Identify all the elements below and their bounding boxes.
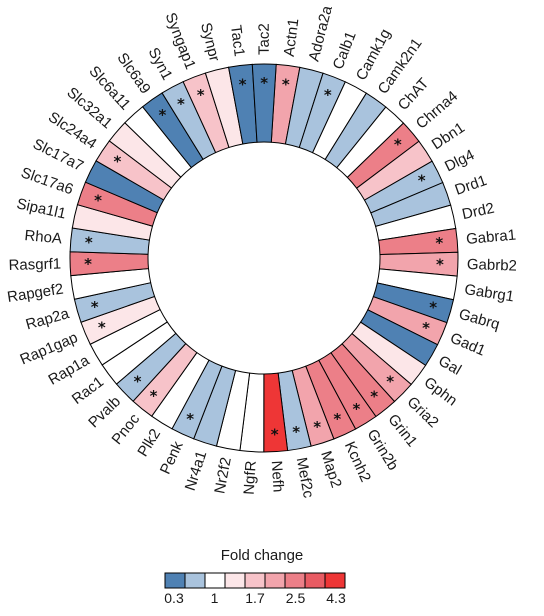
significance-star-gabrb2: * [436,256,444,274]
gene-label-gal: Gal [435,352,464,378]
significance-star-mef2c: * [292,423,300,441]
gene-label-sipa1l1: Sipa1l1 [15,195,68,222]
gene-label-pnoc: Pnoc [108,410,143,448]
significance-star-grin1: * [370,387,378,405]
gene-label-synpr: Synpr [197,21,223,63]
gene-label-gabrq: Gabrq [457,306,502,334]
significance-star-tac1: * [239,75,247,93]
radial-segments [69,63,459,453]
significance-star-gabrq: * [429,298,437,316]
colorbar-cell [284,572,306,589]
colorbar-cell [304,572,326,589]
gene-label-calb1: Calb1 [330,29,360,72]
significance-star-syngap1: * [197,86,205,104]
colorbar-tick-label: 0.3 [164,590,184,606]
gene-label-map2: Map2 [317,449,345,490]
gene-label-plk2: Plk2 [134,426,164,460]
significance-star-slc24a4: * [113,153,121,171]
gene-label-nr4a1: Nr4a1 [182,449,211,493]
gene-label-rap2a: Rap2a [24,305,72,334]
significance-markers: * * * * * * * * * * * * * * * * * * * * * * * * * * * * * [84,74,444,444]
colorbar-cell [224,572,246,589]
significance-star-rhoa: * [85,234,93,252]
gene-label-syn1: Syn1 [145,45,176,83]
significance-star-gad1: * [422,319,430,337]
significance-star-slc6a9: * [159,106,167,124]
colorbar-cell [164,572,186,589]
colorbar-tick-label: 2.5 [286,590,306,606]
gene-label-gabrg1: Gabrg1 [463,281,515,306]
significance-star-rap2a: * [91,298,99,316]
colorbar-tick-label: 1 [211,590,219,606]
colorbar-title: Fold change [221,547,304,564]
gene-label-kcnh2: Kcnh2 [341,439,374,485]
colorbar-cell [264,572,286,589]
gene-label-tac1: Tac1 [227,24,248,58]
significance-star-grin2b: * [353,400,361,418]
significance-star-gabra1: * [435,234,443,252]
colorbar-legend: Fold change 0.3 1 1.7 2.5 4.3 [164,547,346,606]
colorbar-cell [324,572,346,589]
gene-label-ngfr: NgfR [241,460,260,495]
significance-star-pnoc: * [150,387,158,405]
significance-star-rap1gap: * [98,318,106,336]
significance-star-rasgrf1: * [84,255,92,273]
gene-label-rapgef2: Rapgef2 [6,280,65,305]
gene-label-nefh: Nefh [268,460,287,493]
colorbar-ticks: 0.3 1 1.7 2.5 4.3 [164,590,346,606]
gene-label-actn1: Actn1 [281,17,303,57]
colorbar-cells [164,572,346,589]
colorbar-cell [184,572,206,589]
significance-star-gria2: * [386,373,394,391]
gene-label-mef2c: Mef2c [293,456,317,500]
significance-star-actn1: * [282,75,290,93]
gene-label-penk: Penk [157,438,187,477]
colorbar-tick-label: 4.3 [326,590,346,606]
gene-label-gad1: Gad1 [448,330,488,360]
gene-label-slc17a6: Slc17a6 [19,164,76,198]
significance-star-tac2: * [260,74,268,92]
significance-star-chrna4: * [394,136,402,154]
significance-star-slc17a6: * [94,191,102,209]
significance-star-pvalb: * [134,372,142,390]
significance-star-dlg4: * [418,172,426,190]
colorbar-tick-label: 1.7 [245,590,265,606]
colorbar-cell [204,572,226,589]
significance-star-kcnh2: * [333,410,341,428]
gene-label-adora2a: Adora2a [306,3,337,63]
gene-label-gabrb2: Gabrb2 [467,256,518,275]
gene-label-tac2: Tac2 [256,23,273,55]
significance-star-map2: * [313,418,321,436]
colorbar-cell [244,572,266,589]
significance-star-nefh: * [271,426,279,444]
significance-star-penk: * [186,410,194,428]
gene-label-rasgrf1: Rasgrf1 [8,256,61,275]
gene-label-dlg4: Dlg4 [442,146,477,175]
significance-star-syn1: * [177,95,185,113]
gene-label-nr2f2: Nr2f2 [211,456,234,495]
gene-label-drd2: Drd2 [461,200,496,224]
segment-tac2 [251,63,277,143]
significance-star-calb1: * [324,86,332,104]
gene-label-dbn1: Dbn1 [429,119,468,153]
gene-label-rhoa: RhoA [24,227,63,247]
gene-label-drd1: Drd1 [453,172,489,199]
gene-label-gabra1: Gabra1 [465,226,516,247]
